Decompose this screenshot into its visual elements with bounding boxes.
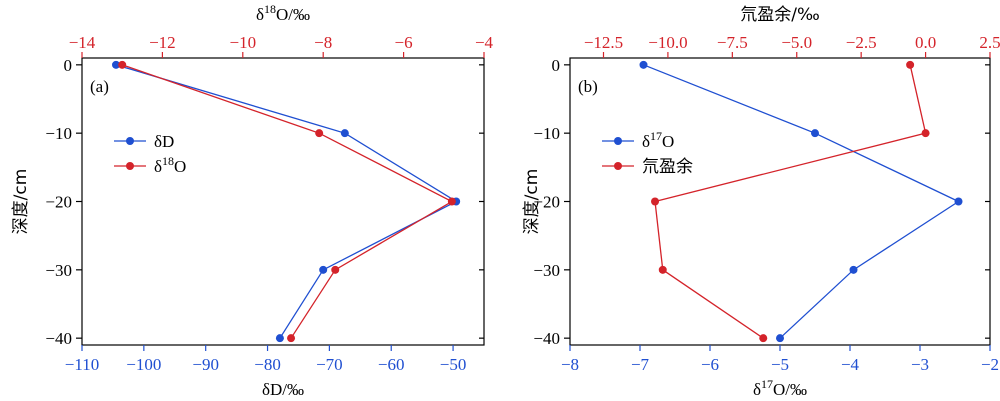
- panel-b-x-bottom-tick-label: −3: [911, 355, 929, 374]
- panel-b-series-top-point: [651, 197, 660, 206]
- panel-a-series-top-point: [118, 60, 127, 69]
- panel-a-series-bottom-point: [112, 60, 121, 69]
- panel-a-legend-label-sup: 18: [162, 154, 174, 168]
- panel-a-x-bottom-tick-label: −90: [192, 355, 219, 374]
- panel-b-series-top-point: [759, 334, 768, 343]
- panel-b-x-bottom-axis-label-base: δ: [753, 380, 761, 399]
- panel-a-series-top-point: [447, 197, 456, 206]
- panel-b-x-bottom-tick-label: −8: [561, 355, 579, 374]
- panel-b-series-bottom-point: [849, 265, 858, 274]
- panel-a-x-top-tick-label: −14: [69, 33, 96, 52]
- panel-b-legend-label-sup: 17: [650, 129, 662, 143]
- panel-a-series-bottom-line: [115, 64, 458, 339]
- panel-a-x-bottom-axis-label: δD/‰: [262, 380, 304, 399]
- panel-b-x-top-tick-label: −12.5: [584, 33, 623, 52]
- panel-b-series-bottom-point: [811, 129, 819, 138]
- panel-b-series-top-point: [921, 129, 930, 138]
- panel-b-x-top-tick-label: −5.0: [781, 33, 812, 52]
- panel-b-frame: [569, 57, 991, 346]
- panel-b-y-tick-label: −20: [533, 193, 560, 212]
- panel-a-y-tick-label: 0: [64, 56, 73, 75]
- panel-a-series-top-line: [121, 64, 454, 339]
- panel-a-legend-label: δD: [154, 132, 174, 151]
- panel-a-frame: [81, 57, 485, 346]
- panel-b-x-bottom-tick-label: −2: [981, 355, 999, 374]
- panel-b-x-top-tick-label: −10.0: [648, 33, 687, 52]
- panel-a-x-top-tick-label: −12: [149, 33, 176, 52]
- panel-b-x-top-tick-label: 2.5: [979, 33, 1000, 52]
- panel-b-y-tick-label: −40: [533, 329, 560, 348]
- panel-b-y-tick-label: 0: [552, 56, 561, 75]
- panel-a-x-top-tick-label: −10: [230, 33, 257, 52]
- panel-a-y-tick-label: −40: [45, 329, 72, 348]
- panel-a-x-bottom-tick-label: −110: [65, 355, 99, 374]
- panel-b-legend-label: 氘盈余: [642, 157, 693, 177]
- panel-b-x-bottom-tick-label: −5: [771, 355, 789, 374]
- panel-b-x-bottom-axis-label: δ17O/‰: [753, 377, 807, 399]
- panel-b-series-bottom-point: [639, 60, 648, 69]
- panel-b-series-bottom-line: [643, 64, 960, 339]
- panel-b-series-bottom-point: [954, 197, 963, 206]
- panel-a-x-bottom-tick-label: −70: [316, 355, 343, 374]
- panel-b-legend-label-base: δ: [642, 132, 650, 151]
- panel-a-x-top-tick-label: −8: [314, 33, 332, 52]
- panel-a-legend-label: δ18O: [154, 154, 186, 176]
- panel-b-label: (b): [578, 77, 598, 96]
- panel-a-x-bottom-tick-label: −50: [440, 355, 467, 374]
- panel-b-x-bottom-tick-label: −6: [701, 355, 719, 374]
- panel-b-series-top-line: [654, 64, 927, 339]
- panel-b-legend-label-rest: O: [662, 132, 674, 151]
- panel-b-series-top-point: [906, 60, 915, 69]
- panel-a-x-bottom-tick-label: −80: [254, 355, 281, 374]
- panel-a-y-axis-label: 深度/cm: [11, 169, 31, 235]
- panel-a-legend-label-rest: O: [174, 157, 186, 176]
- panel-b-legend-label-base: 氘盈余: [642, 157, 693, 177]
- panel-a-series-bottom-point: [275, 334, 284, 343]
- panel-b-legend-marker: [614, 137, 622, 145]
- panel-a-series-top-point: [331, 265, 340, 274]
- panel-b-y-tick-label: −30: [533, 261, 560, 280]
- panel-a-legend-marker: [126, 162, 134, 170]
- panel-b-x-bottom-axis-label-rest: O/‰: [773, 380, 807, 399]
- panel-a-y-tick-label: −10: [45, 124, 72, 143]
- panel-a-legend-marker: [126, 137, 134, 145]
- panel-b-x-top-axis-label: 氘盈余/‰: [740, 5, 820, 25]
- panel-b-series-top-point: [658, 265, 667, 274]
- panel-a-x-top-axis-label-rest: O/‰: [276, 5, 310, 24]
- panel-a-series-bottom-point: [340, 129, 349, 138]
- panel-a-series-top-point: [315, 129, 324, 138]
- panel-a-legend-label-base: δD: [154, 132, 174, 151]
- panel-a-x-top-axis-label-base: δ: [256, 5, 264, 24]
- panel-b-legend-marker: [614, 162, 622, 170]
- panel-a-label: (a): [90, 77, 109, 96]
- panel-a-x-top-tick-label: −4: [475, 33, 494, 52]
- panel-a-legend-label-base: δ: [154, 157, 162, 176]
- panel-b-series-bottom-point: [776, 334, 784, 343]
- panel-b-x-bottom-tick-label: −4: [841, 355, 860, 374]
- panel-b-x-top-tick-label: 0.0: [915, 33, 936, 52]
- panel-a-series-bottom-point: [319, 265, 328, 274]
- panel-a-x-bottom-tick-label: −100: [126, 355, 161, 374]
- panel-a-x-top-axis-label-sup: 18: [264, 2, 276, 16]
- panel-b-x-top-tick-label: −2.5: [846, 33, 877, 52]
- panel-b-y-tick-label: −10: [533, 124, 560, 143]
- panel-b-x-bottom-axis-label-sup: 17: [761, 377, 773, 391]
- panel-a-y-tick-label: −30: [45, 261, 72, 280]
- panel-b-x-bottom-tick-label: −7: [631, 355, 650, 374]
- panel-b-legend-label: δ17O: [642, 129, 674, 151]
- panel-a-x-top-tick-label: −6: [395, 33, 413, 52]
- panel-a-x-top-axis-label: δ18O/‰: [256, 2, 310, 24]
- panel-b-y-axis-label: 深度/cm: [522, 169, 542, 235]
- panel-b-x-top-tick-label: −7.5: [717, 33, 748, 52]
- panel-a-series-top-point: [287, 334, 296, 343]
- panel-a-y-tick-label: −20: [45, 193, 72, 212]
- panel-a-x-bottom-tick-label: −60: [378, 355, 405, 374]
